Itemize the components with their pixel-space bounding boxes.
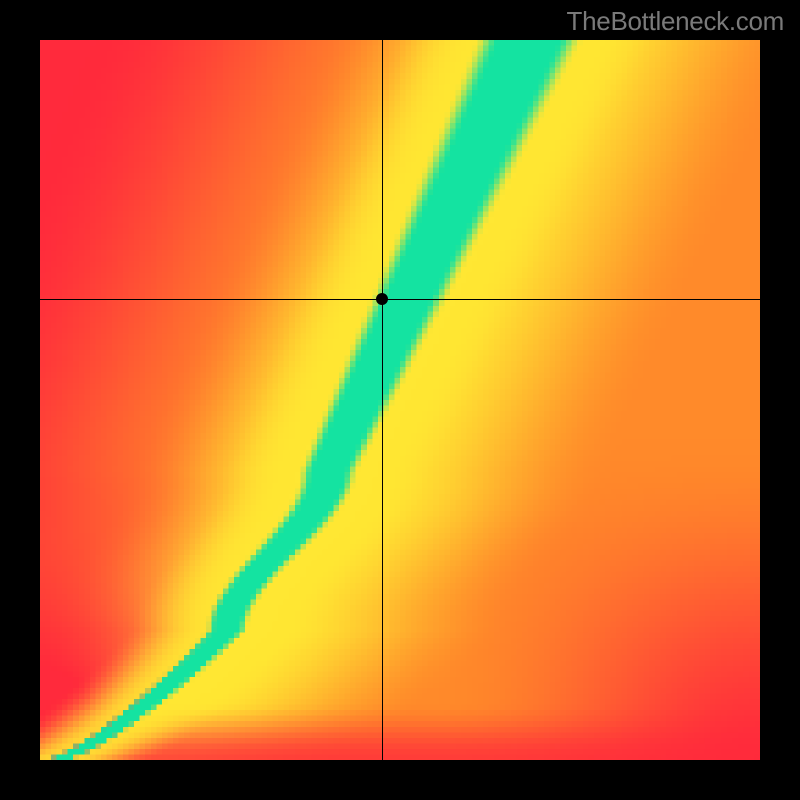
bottleneck-heatmap	[40, 40, 760, 760]
watermark-text: TheBottleneck.com	[567, 6, 784, 37]
crosshair-horizontal	[40, 299, 760, 300]
target-marker	[376, 293, 388, 305]
chart-container: TheBottleneck.com	[0, 0, 800, 800]
crosshair-vertical	[382, 40, 383, 760]
